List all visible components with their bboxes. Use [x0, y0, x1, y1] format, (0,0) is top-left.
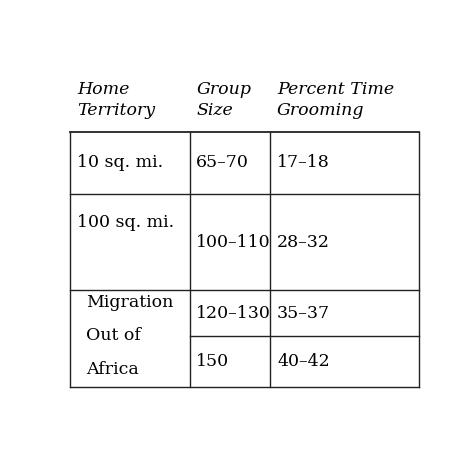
Text: 17–18: 17–18 [277, 154, 330, 171]
Text: 35–37: 35–37 [277, 305, 330, 322]
Text: 100 sq. mi.: 100 sq. mi. [77, 213, 174, 230]
Text: 120–130: 120–130 [196, 305, 271, 322]
Text: 150: 150 [196, 353, 229, 370]
Text: Africa: Africa [86, 361, 139, 378]
Text: Home
Territory: Home Territory [77, 81, 155, 119]
Text: 100–110: 100–110 [196, 234, 271, 251]
Text: 65–70: 65–70 [196, 154, 249, 171]
Text: Migration: Migration [86, 293, 173, 310]
Text: 40–42: 40–42 [277, 353, 330, 370]
Text: 28–32: 28–32 [277, 234, 330, 251]
Text: Group
Size: Group Size [196, 81, 251, 119]
Text: 10 sq. mi.: 10 sq. mi. [77, 154, 163, 171]
Text: Out of: Out of [86, 328, 141, 345]
Text: Percent Time
Grooming: Percent Time Grooming [277, 81, 394, 119]
